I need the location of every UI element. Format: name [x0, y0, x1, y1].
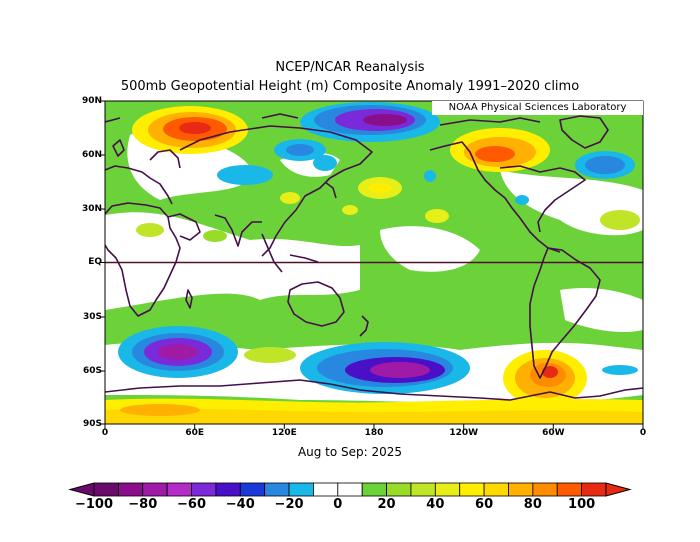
- colorbar-swatch: [166, 482, 192, 497]
- neutral-regions: [105, 129, 643, 403]
- colorbar-swatch: [459, 482, 485, 497]
- arctic-islands-coast: [105, 113, 541, 126]
- high-south-atlantic: [503, 350, 587, 406]
- lon-label-0: 0: [101, 428, 109, 438]
- coastlines: [105, 113, 643, 401]
- madagascar-coast: [185, 289, 193, 309]
- lat-label-60s: 60S: [82, 366, 102, 376]
- colorbar-tick-label: 100: [568, 497, 596, 512]
- india-coast: [214, 214, 262, 247]
- colorbar-swatch: [313, 482, 339, 497]
- map-title: NCEP/NCAR Reanalysis: [275, 60, 425, 75]
- high-europe: [132, 106, 248, 154]
- lon-label-60e: 60E: [185, 428, 205, 438]
- date-range: Aug to Sep: 2025: [297, 445, 403, 459]
- lat-label-90n: 90N: [81, 96, 102, 106]
- map-background: [105, 101, 643, 424]
- high-antarctic: [105, 398, 643, 424]
- colorbar-swatch: [386, 482, 412, 497]
- lon-label-120e: 120E: [271, 428, 297, 438]
- minor-highs: [136, 177, 640, 363]
- colorbar-right-arrow: [605, 482, 632, 497]
- high-canada: [450, 128, 550, 172]
- colorbar-swatch: [483, 482, 509, 497]
- colorbar-tick-label: 60: [475, 497, 494, 512]
- colorbar-tick-label: −40: [225, 497, 255, 512]
- southeast-asia-coast: [261, 233, 319, 273]
- colorbar-swatch: [264, 482, 290, 497]
- colorbar-swatch: [434, 482, 461, 497]
- map-subtitle: 500mb Geopotential Height (m) Composite …: [120, 79, 580, 94]
- colorbar-swatch: [361, 482, 387, 497]
- colorbar-swatch: [337, 482, 363, 497]
- colorbar-swatch: [93, 482, 119, 497]
- antarctica-coast: [105, 379, 643, 401]
- africa-coast: [105, 202, 181, 317]
- colorbar-tick-label: 0: [333, 497, 343, 512]
- colorbar-swatch: [532, 482, 558, 497]
- lon-label-0-east: 0: [639, 428, 647, 438]
- colorbar-tick-label: 80: [523, 497, 542, 512]
- colorbar-swatch: [239, 482, 266, 497]
- colorbar-swatch: [508, 482, 534, 497]
- arabia-coast: [167, 213, 201, 241]
- map-frame: [104, 100, 644, 425]
- minor-lows: [217, 151, 638, 375]
- north-america-coast: [429, 141, 586, 253]
- colorbar: [68, 482, 632, 497]
- lon-label-120w: 120W: [449, 428, 479, 438]
- lat-label-60n: 60N: [81, 150, 102, 160]
- lat-label-30n: 30N: [81, 204, 102, 214]
- credit-label: NOAA Physical Sciences Laboratory: [432, 101, 643, 115]
- lat-label-30s: 30S: [82, 312, 102, 322]
- asia-coast: [179, 125, 373, 257]
- colorbar-tick-label: −100: [74, 497, 114, 512]
- low-south-pacific: [300, 342, 470, 394]
- europe-coast: [105, 149, 181, 205]
- colorbar-swatch: [581, 482, 607, 497]
- lon-label-60w: 60W: [542, 428, 565, 438]
- uk-coast: [112, 139, 125, 157]
- colorbar-tick-label: 20: [377, 497, 396, 512]
- colorbar-tick-label: −60: [177, 497, 207, 512]
- colorbar-tick-label: 40: [426, 497, 445, 512]
- colorbar-tick-label: −80: [128, 497, 158, 512]
- colorbar-swatch: [142, 482, 168, 497]
- colorbar-left-arrow: [68, 482, 95, 497]
- lon-label-180: 180: [364, 428, 384, 438]
- colorbar-swatch: [410, 482, 436, 497]
- colorbar-swatch: [117, 482, 144, 497]
- low-south-indian: [118, 326, 238, 378]
- colorbar-swatch: [288, 482, 314, 497]
- new-zealand-coast: [359, 315, 369, 337]
- low-arctic: [274, 102, 440, 171]
- colorbar-swatch: [191, 482, 217, 497]
- lat-label-90s: 90S: [82, 419, 102, 429]
- colorbar-swatch: [215, 482, 241, 497]
- colorbar-tick-label: −20: [274, 497, 304, 512]
- south-america-coast: [529, 247, 601, 379]
- lat-label-eq: EQ: [88, 257, 102, 267]
- colorbar-swatch: [556, 482, 583, 497]
- greenland-coast: [559, 115, 609, 149]
- japan-coast: [324, 181, 337, 199]
- australia-coast: [287, 281, 345, 327]
